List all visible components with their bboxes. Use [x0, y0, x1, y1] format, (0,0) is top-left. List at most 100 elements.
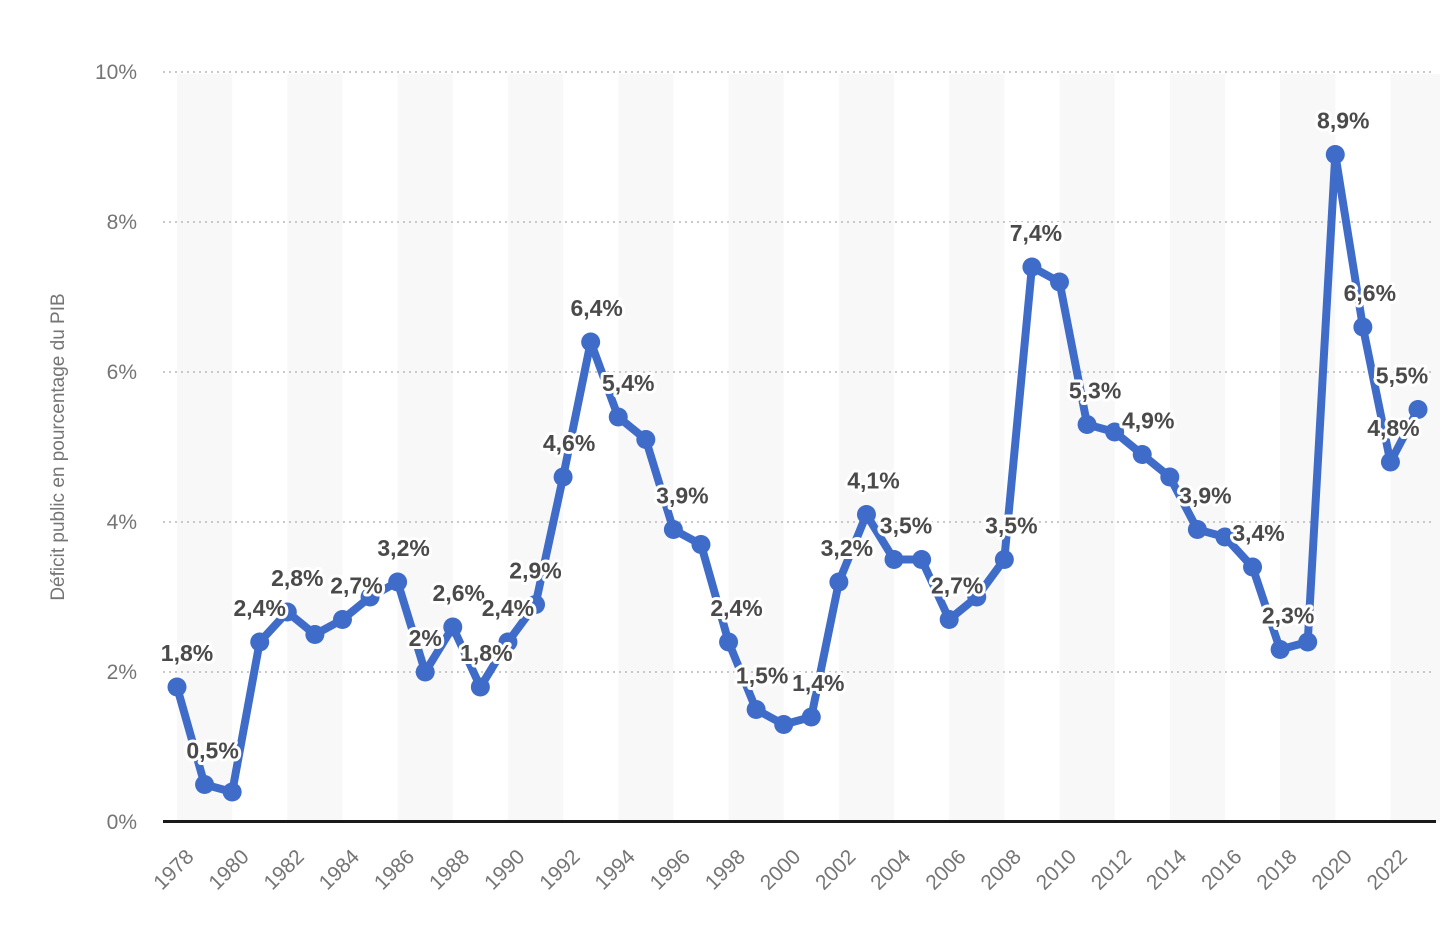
y-axis-tick-label: 10%: [95, 61, 137, 84]
data-point-label: 2,9%: [509, 558, 561, 584]
data-point[interactable]: [222, 782, 242, 802]
data-point[interactable]: [1187, 520, 1207, 539]
data-point-label: 2,4%: [482, 595, 534, 621]
plot-band: [949, 74, 1005, 822]
data-point[interactable]: [332, 610, 352, 629]
data-point[interactable]: [553, 467, 573, 487]
data-point-label: 3,2%: [821, 535, 873, 561]
data-point-label: 8,9%: [1317, 108, 1369, 134]
data-point[interactable]: [1243, 557, 1263, 577]
plot-band: [1280, 74, 1336, 822]
data-point[interactable]: [691, 535, 711, 554]
x-axis-tick-label: 1980: [204, 845, 253, 894]
data-point[interactable]: [746, 700, 766, 719]
data-point[interactable]: [1105, 422, 1125, 442]
data-point[interactable]: [1132, 445, 1152, 464]
data-point[interactable]: [581, 332, 601, 352]
data-point[interactable]: [443, 617, 463, 637]
data-point-label: 4,9%: [1122, 408, 1174, 434]
y-axis-title: Déficit public en pourcentage du PIB: [48, 293, 69, 600]
x-axis-tick-label: 1978: [149, 845, 198, 894]
data-point[interactable]: [1215, 527, 1235, 547]
plot-band: [1169, 74, 1225, 822]
data-point[interactable]: [774, 715, 794, 734]
x-axis-tick-label: 1982: [260, 845, 309, 894]
data-point-label: 1,8%: [161, 640, 213, 666]
plot-band: [507, 74, 564, 822]
x-axis-tick-label: 2002: [811, 845, 860, 894]
data-point-label: 4,8%: [1367, 415, 1419, 441]
y-axis-tick-label: 0%: [107, 811, 137, 834]
data-point[interactable]: [719, 632, 739, 652]
data-point[interactable]: [1298, 632, 1318, 652]
data-point-label: 2,7%: [330, 573, 382, 599]
data-point-label: 1,5%: [736, 663, 788, 689]
data-point[interactable]: [912, 550, 932, 569]
data-point[interactable]: [636, 430, 656, 449]
plot-band: [397, 74, 453, 822]
data-point-label: 2%: [409, 625, 442, 651]
data-point[interactable]: [1408, 400, 1428, 419]
data-point-label: 2,8%: [271, 565, 323, 591]
data-point[interactable]: [498, 632, 518, 652]
data-point-label: 3,5%: [985, 513, 1037, 539]
data-point-label: 2,7%: [931, 573, 983, 599]
data-point-label: 2,6%: [433, 580, 485, 606]
plot-band: [728, 74, 784, 822]
data-point[interactable]: [195, 775, 215, 794]
data-point[interactable]: [884, 550, 904, 569]
data-point-label: 2,3%: [1262, 603, 1314, 629]
data-point[interactable]: [277, 602, 297, 622]
data-point[interactable]: [939, 610, 959, 629]
data-point-label: 6,4%: [570, 295, 622, 321]
data-point[interactable]: [1160, 467, 1180, 487]
data-point-label: 3,5%: [880, 513, 932, 539]
x-axis-tick-label: 1990: [480, 845, 529, 894]
data-point[interactable]: [1022, 257, 1042, 277]
data-point[interactable]: [167, 677, 187, 697]
y-axis-tick-label: 4%: [107, 511, 137, 534]
data-point[interactable]: [1270, 640, 1290, 659]
x-axis-tick-label: 2018: [1252, 845, 1301, 894]
data-point-label: 6,6%: [1344, 280, 1396, 306]
data-point[interactable]: [663, 520, 683, 539]
data-point[interactable]: [250, 632, 270, 652]
data-point[interactable]: [1325, 145, 1345, 164]
series-line: [173, 150, 1422, 796]
data-point[interactable]: [856, 505, 876, 524]
x-axis-tick-label: 2022: [1363, 845, 1412, 894]
plot-band: [838, 74, 895, 822]
data-point[interactable]: [526, 595, 546, 614]
x-axis-tick-label: 1994: [590, 845, 640, 895]
data-point[interactable]: [608, 407, 628, 427]
data-point[interactable]: [1380, 452, 1400, 472]
data-point[interactable]: [360, 587, 380, 607]
data-point[interactable]: [470, 677, 490, 697]
data-point[interactable]: [415, 662, 435, 682]
data-point[interactable]: [994, 550, 1014, 569]
data-point-label: 5,5%: [1376, 363, 1428, 389]
data-point[interactable]: [829, 572, 849, 592]
data-point-label: 5,4%: [602, 370, 654, 396]
data-point[interactable]: [388, 572, 408, 592]
data-point-label: 2,4%: [710, 595, 762, 621]
data-point-label: 1,8%: [460, 640, 512, 666]
data-point-label: 3,9%: [1179, 483, 1231, 509]
plot-band: [177, 74, 233, 822]
x-axis-tick-label: 2000: [756, 845, 805, 894]
x-axis-tick-label: 2010: [1032, 845, 1081, 894]
x-axis-tick-label: 2012: [1087, 845, 1136, 894]
data-point[interactable]: [1049, 272, 1069, 292]
data-point[interactable]: [967, 587, 987, 607]
data-point-label: 7,4%: [1010, 220, 1062, 246]
data-point[interactable]: [1077, 415, 1097, 434]
x-axis-tick-label: 1992: [535, 845, 584, 894]
data-point[interactable]: [1353, 317, 1373, 337]
data-point-label: 4,6%: [543, 430, 595, 456]
y-axis-tick-label: 6%: [107, 361, 137, 384]
data-point[interactable]: [305, 625, 325, 644]
plot-band: [287, 74, 343, 822]
data-point[interactable]: [801, 707, 821, 727]
